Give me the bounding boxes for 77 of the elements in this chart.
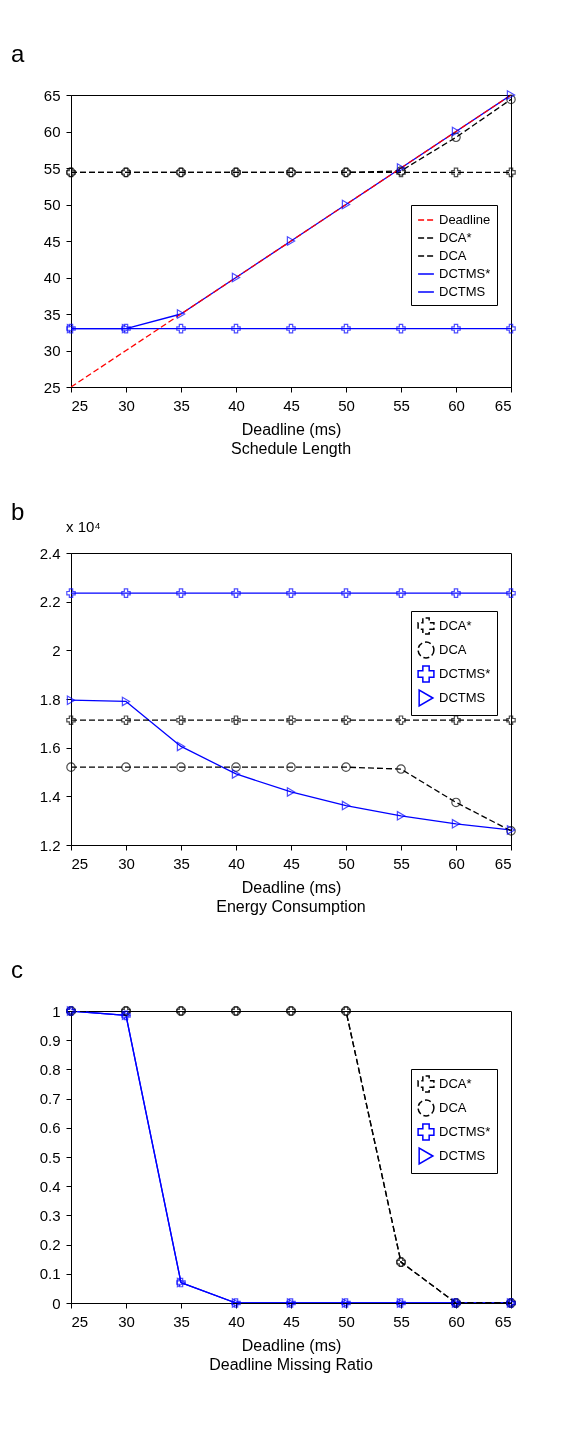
y-tick-label: 55: [43, 159, 61, 177]
y-tick-label: 45: [43, 232, 61, 250]
x-axis-title: Deadline (ms): [241, 420, 342, 438]
x-tick-label: 50: [338, 1312, 355, 1330]
legend-label: DCA: [439, 642, 467, 657]
y-tick-label: 0.3: [39, 1206, 61, 1224]
text: c: [11, 956, 23, 983]
x-axis-title: Deadline (ms): [241, 1336, 342, 1354]
x-tick-label: 60: [448, 396, 465, 414]
y-tick-label: 35: [43, 305, 61, 323]
legend-label: DCA: [439, 1100, 467, 1115]
x-tick-label: 40: [228, 1312, 245, 1330]
x-tick-label: 30: [118, 1312, 135, 1330]
y-tick-label: 50: [43, 196, 61, 213]
text: Schedule Length: [230, 440, 352, 457]
y-tick-label: 0.9: [39, 1031, 61, 1049]
y-tick-label: 2.4: [39, 544, 61, 562]
y-tick-label: 0.4: [39, 1177, 61, 1195]
x-axis-title: Deadline (ms): [241, 878, 342, 896]
x-tick-label: 45: [283, 1312, 300, 1330]
x-tick-label: 55: [393, 396, 410, 414]
y-tick-label: 0.6: [39, 1119, 61, 1137]
legend-label: DCA*: [439, 230, 472, 245]
legend-label: DCTMS*: [439, 1124, 491, 1139]
legend-label: DCTMS*: [439, 666, 491, 681]
y-tick-label: 40: [43, 269, 61, 286]
text: Energy Consumption: [216, 898, 366, 915]
y-tick-label: 1.2: [39, 836, 61, 854]
y-tick-label: 60: [43, 123, 61, 140]
x-tick-label: 65: [494, 1312, 512, 1330]
x-tick-label: 25: [71, 854, 89, 872]
x-tick-label: 35: [173, 396, 190, 414]
legend-label: DCA*: [439, 1076, 472, 1091]
y-tick-label: 2.2: [39, 593, 61, 611]
y-tick-label: 25: [43, 378, 61, 396]
y-tick-label: 30: [43, 342, 61, 359]
y-tick-label: 1: [52, 1002, 61, 1020]
y-tick-label: 0.5: [39, 1148, 61, 1166]
x-tick-label: 35: [173, 1312, 190, 1330]
y-tick-label: 1.4: [39, 787, 61, 805]
x-tick-label: 30: [118, 854, 135, 872]
y-tick-label: 0.8: [39, 1060, 61, 1078]
x-tick-label: 25: [71, 1312, 89, 1330]
y-tick-label: 1.6: [39, 739, 61, 757]
x-tick-label: 55: [393, 854, 410, 872]
text: Deadline Missing Ratio: [209, 1356, 373, 1373]
y-tick-label: 65: [43, 86, 61, 104]
text: a: [11, 40, 25, 67]
x-tick-label: 65: [494, 854, 512, 872]
y-tick-label: 0.7: [39, 1090, 61, 1108]
legend-label: DCA: [439, 248, 467, 263]
y-tick-label: 1.8: [39, 690, 61, 708]
y-tick-label: 0.1: [39, 1265, 61, 1283]
x-tick-label: 50: [338, 854, 355, 872]
x-tick-label: 35: [173, 854, 190, 872]
x-tick-label: 45: [283, 396, 300, 414]
x-tick-label: 45: [283, 854, 300, 872]
y-tick-label: 2: [52, 641, 61, 659]
legend-label: DCTMS: [439, 284, 486, 299]
x-tick-label: 60: [448, 1312, 465, 1330]
y-tick-label: 0: [52, 1294, 61, 1312]
x-tick-label: 40: [228, 396, 245, 414]
legend-label: DCTMS*: [439, 266, 491, 281]
y-tick-label: 0.2: [39, 1236, 61, 1254]
legend-label: DCA*: [439, 618, 472, 633]
legend-label: Deadline: [439, 212, 491, 227]
x-tick-label: 55: [393, 1312, 410, 1330]
x-tick-label: 25: [71, 396, 89, 414]
legend-label: DCTMS: [439, 690, 486, 705]
x-tick-label: 65: [494, 396, 512, 414]
text: b: [11, 498, 25, 525]
x-tick-label: 50: [338, 396, 355, 414]
x-tick-label: 30: [118, 396, 135, 414]
legend-label: DCTMS: [439, 1148, 486, 1163]
x-tick-label: 40: [228, 854, 245, 872]
text: x 10⁴: [66, 518, 101, 535]
x-tick-label: 60: [448, 854, 465, 872]
